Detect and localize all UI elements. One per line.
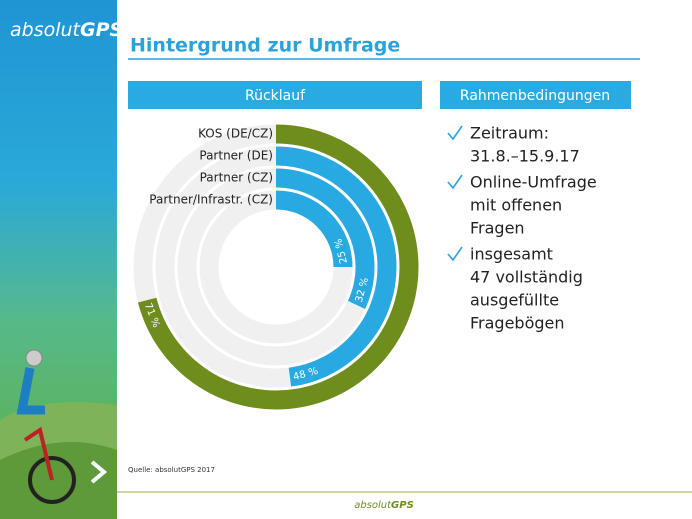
- footer-light: absolut: [354, 500, 392, 511]
- bullet-text: 31.8.–15.9.17: [470, 147, 580, 166]
- slide-title: Hintergrund zur Umfrage: [130, 35, 400, 57]
- cyclist: [16, 349, 76, 504]
- checkmark: [447, 174, 463, 190]
- hill: [0, 442, 117, 519]
- bullet-text: mit offenen: [470, 196, 562, 215]
- bullet-text: Fragebögen: [470, 314, 565, 333]
- logo-bold: GPS: [80, 19, 123, 41]
- bullet-list: Zeitraum: 31.8.–15.9.17 Online-Umfrage mit …: [447, 124, 597, 333]
- category-label: Partner (DE): [199, 149, 273, 163]
- bullet-text: ausgefüllte: [470, 291, 559, 310]
- category-label: Partner/Infrastr. (CZ): [149, 193, 273, 207]
- radial-chart: 71 %KOS (DE/CZ)48 %Partner (DE)32 %Partn…: [133, 124, 419, 410]
- panel-header: [440, 81, 631, 109]
- bullet-text: Zeitraum:: [470, 124, 549, 143]
- bullet-text: Online-Umfrage: [470, 173, 597, 192]
- bullet-text: insgesamt: [470, 245, 553, 264]
- arrow: [90, 460, 108, 484]
- chart-header: [128, 81, 422, 109]
- ring-bar: [137, 124, 419, 410]
- bullet-text: 47 vollständig: [470, 268, 583, 287]
- category-label: KOS (DE/CZ): [198, 127, 273, 141]
- logo-light: absolut: [10, 19, 82, 41]
- ring-bar: [275, 190, 353, 268]
- footer-bold: GPS: [391, 500, 414, 511]
- ring-bar: [275, 146, 397, 387]
- category-label: Partner (CZ): [200, 171, 273, 185]
- panel-title: Rahmenbedingungen: [460, 88, 610, 104]
- footer-logo: absolutGPS: [354, 500, 414, 511]
- chart-title: Rücklauf: [245, 88, 306, 104]
- logo: absolutGPS: [10, 19, 123, 41]
- bullet-text: Fragen: [470, 219, 525, 238]
- source: Quelle: absolutGPS 2017: [128, 466, 215, 474]
- checkmark: [447, 246, 463, 262]
- checkmark: [447, 125, 463, 141]
- ring-bar: [275, 168, 375, 309]
